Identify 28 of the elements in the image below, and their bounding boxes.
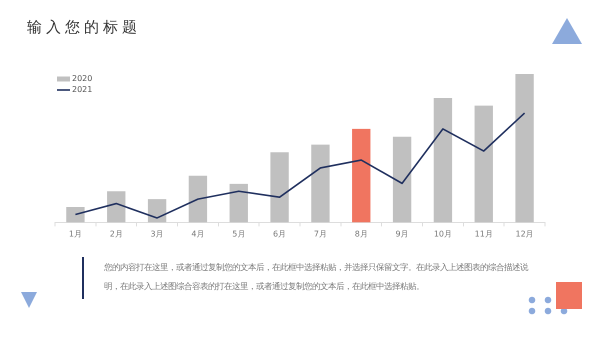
bar bbox=[188, 176, 208, 222]
bar bbox=[392, 136, 412, 222]
x-tick-label: 12月 bbox=[515, 229, 534, 238]
x-tick-label: 4月 bbox=[191, 229, 204, 238]
bar bbox=[66, 206, 85, 222]
x-tick-label: 11月 bbox=[474, 229, 493, 238]
bar bbox=[434, 98, 452, 222]
bar bbox=[107, 191, 126, 222]
x-tick-label: 3月 bbox=[150, 229, 164, 238]
bar bbox=[311, 144, 330, 222]
bar bbox=[270, 152, 289, 222]
x-tick-label: 10月 bbox=[434, 229, 452, 238]
chart-title: 输入您的标题 bbox=[27, 18, 141, 37]
x-tick-label: 5月 bbox=[232, 229, 246, 238]
legend-label: 2021 bbox=[72, 85, 92, 94]
bar bbox=[474, 106, 493, 222]
bar bbox=[230, 184, 248, 222]
bar bbox=[352, 128, 370, 222]
x-tick-label: 2月 bbox=[110, 229, 123, 238]
bar bbox=[515, 74, 534, 222]
text: 您的内容打在这里，或者通过复制您的文本后，在此框中选择粘贴，并选择只保留文字。在此录入上述图表的综合描述说明，在此录入上述图综合容表的打在这里，或者通过复制您的文本后，在此框中选择粘贴。 bbox=[104, 261, 529, 293]
x-tick-label: 8月 bbox=[354, 229, 368, 238]
bar bbox=[148, 199, 166, 222]
x-tick-label: 6月 bbox=[273, 229, 286, 238]
legend-label: 2020 bbox=[72, 74, 92, 84]
x-tick-label: 1月 bbox=[68, 229, 82, 238]
x-tick-label: 7月 bbox=[314, 229, 327, 238]
x-tick-label: 9月 bbox=[396, 229, 409, 238]
